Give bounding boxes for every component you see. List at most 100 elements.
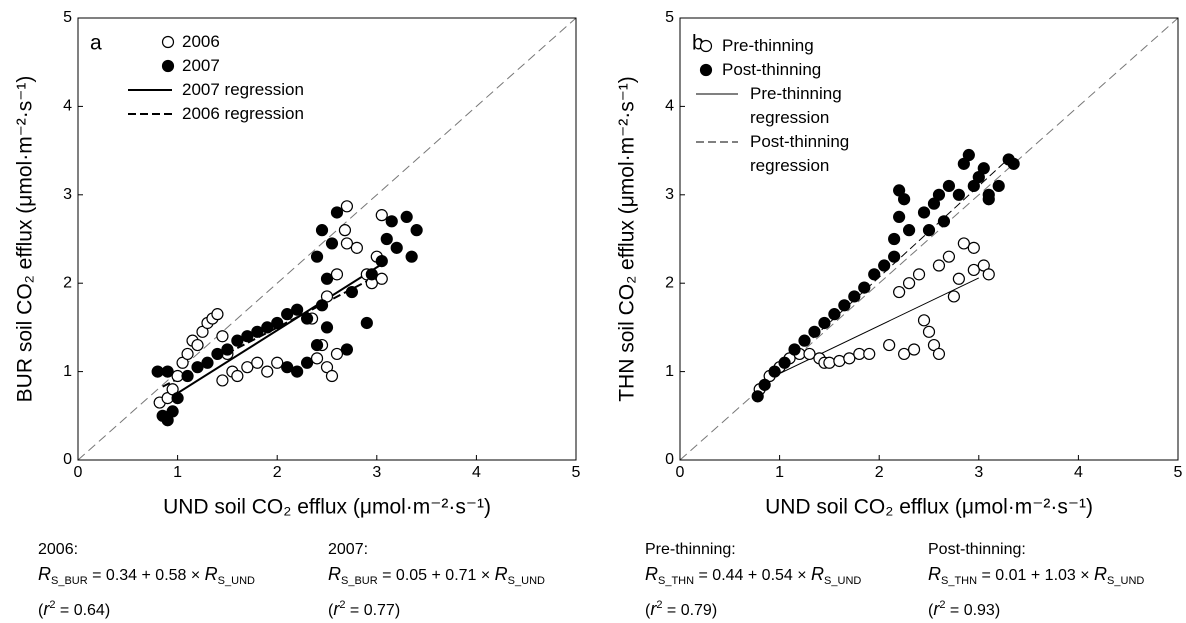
data-point: [942, 250, 956, 263]
data-point: [211, 308, 224, 321]
x-tick-label: 1: [173, 464, 182, 481]
equation-part: (: [38, 602, 44, 619]
y-tick-label: 4: [665, 98, 674, 115]
equation-part: (: [328, 602, 334, 619]
y-axis-label: THN soil CO₂ efflux (μmol·m⁻²·s⁻¹): [616, 76, 639, 402]
data-point: [843, 352, 856, 365]
data-point: [151, 365, 164, 378]
y-tick-label: 4: [63, 98, 72, 115]
legend-label: 2007 regression: [182, 80, 304, 99]
data-point: [350, 241, 363, 254]
equation-part: = 0.93): [945, 602, 1001, 619]
data-point: [310, 250, 324, 263]
data-point: [883, 338, 896, 352]
data-point: [803, 347, 816, 361]
data-point: [982, 193, 995, 206]
legend-label: 2007: [182, 56, 220, 75]
equation-part: R: [328, 564, 341, 584]
data-point: [166, 405, 179, 418]
equation-part: S_BUR: [51, 575, 88, 587]
data-point: [788, 343, 801, 356]
data-point: [330, 206, 344, 219]
data-point: [360, 316, 373, 330]
regression-line: [759, 158, 1010, 387]
data-point: [957, 237, 970, 250]
equation: Pre-thinning: RS_THN = 0.44 + 0.54 × RS_U…: [645, 538, 861, 623]
plot-frame: [77, 17, 577, 461]
data-point: [947, 290, 961, 303]
data-point: [823, 356, 836, 369]
data-point: [330, 268, 344, 281]
equation-part: 2: [939, 599, 946, 611]
legend-label: 2006 regression: [182, 104, 304, 123]
legend-label: Pre-thinning regression: [750, 84, 842, 127]
data-point: [902, 224, 916, 237]
equation-formula: RS_BUR = 0.34 + 0.58 × RS_UND: [38, 562, 255, 593]
data-point: [310, 352, 324, 365]
data-point: [932, 188, 946, 201]
data-point: [833, 354, 846, 368]
data-point: [171, 369, 184, 383]
data-point: [325, 237, 339, 250]
data-point: [888, 250, 901, 263]
equation-fit: (r2 = 0.93): [928, 593, 1144, 623]
data-point: [932, 259, 946, 272]
x-axis-label: UND soil CO₂ efflux (μmol·m⁻²·s⁻¹): [765, 496, 1093, 519]
data-point: [338, 224, 352, 237]
data-point: [828, 308, 841, 321]
legend-marker: [699, 39, 713, 53]
data-point: [878, 259, 891, 272]
data-point: [271, 356, 284, 369]
data-point: [300, 356, 314, 369]
equation-part: r: [933, 599, 940, 619]
x-tick-label: 1: [775, 464, 784, 481]
data-point: [937, 215, 951, 228]
data-point: [330, 347, 344, 361]
data-point: [758, 378, 771, 391]
data-point: [768, 365, 781, 378]
equation-title: 2006:: [38, 541, 79, 558]
data-point: [261, 321, 274, 334]
data-point: [863, 347, 876, 361]
legend-marker: [161, 59, 175, 73]
data-point: [838, 299, 851, 312]
data-point: [375, 255, 388, 268]
equation-part: R: [645, 564, 658, 584]
equation-part: R: [1094, 564, 1108, 584]
regression-line: [162, 260, 388, 404]
equation-part: = 0.64): [55, 602, 111, 619]
data-point: [345, 285, 358, 299]
data-point: [1007, 157, 1020, 170]
data-point: [365, 268, 378, 281]
data-point: [893, 210, 906, 223]
equation: 2007: RS_BUR = 0.05 + 0.71 × RS_UND (r2 = …: [328, 538, 545, 623]
data-point: [251, 356, 264, 369]
y-tick-label: 0: [665, 451, 674, 468]
equation-part: = 0.34 + 0.58 ×: [87, 567, 205, 584]
one-to-one-line: [679, 17, 1179, 461]
x-tick-label: 2: [875, 464, 884, 481]
x-tick-label: 0: [676, 464, 685, 481]
data-point: [216, 374, 229, 387]
equation-formula: RS_THN = 0.01 + 1.03 × RS_UND: [928, 562, 1144, 593]
data-point: [410, 224, 423, 237]
equation-formula: RS_BUR = 0.05 + 0.71 × RS_UND: [328, 562, 545, 593]
x-tick-label: 3: [974, 464, 983, 481]
equation-fit: (r2 = 0.77): [328, 593, 545, 623]
x-tick-label: 5: [572, 464, 581, 481]
equation-part: = 0.77): [345, 602, 401, 619]
one-to-one-line: [77, 17, 577, 461]
y-tick-label: 5: [63, 9, 72, 26]
panel-label: b: [692, 32, 704, 55]
x-tick-label: 2: [273, 464, 282, 481]
y-axis-label: BUR soil CO₂ efflux (μmol·m⁻²·s⁻¹): [14, 76, 37, 403]
data-point: [922, 224, 936, 237]
y-tick-label: 0: [63, 451, 72, 468]
data-point: [853, 347, 866, 361]
data-point: [241, 330, 254, 343]
equation-part: R: [204, 564, 218, 584]
data-point: [942, 179, 956, 193]
data-point: [171, 392, 184, 405]
data-point: [818, 316, 831, 330]
figure: 0 1 2 3 4 5 0 1 2 3 4 5 UND soil CO₂ efflux (μmol·m⁻…: [14, 9, 1183, 519]
